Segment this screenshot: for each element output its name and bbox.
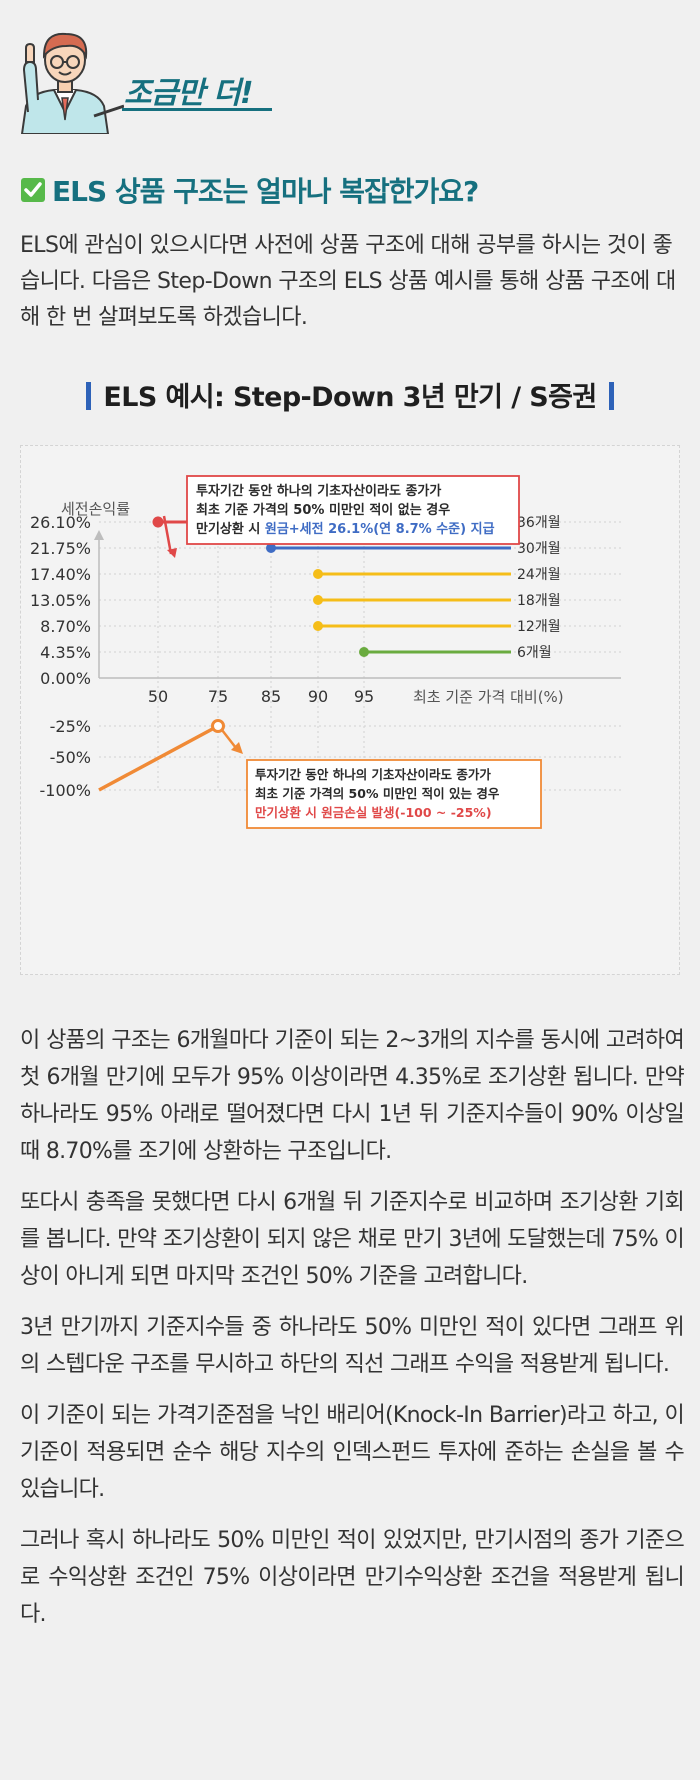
series-label: 18개월 xyxy=(517,593,561,609)
y-axis-label: 세전손익률 xyxy=(61,500,130,518)
annotation-top-line2: 최초 기준 가격의 50% 미만인 적이 없는 경우 xyxy=(196,502,450,518)
y-tick-label: 0.00% xyxy=(40,669,91,688)
header-underline xyxy=(122,108,272,111)
loss-line xyxy=(98,724,219,792)
section-title: ELS 상품 구조는 얼마나 복잡한가요? xyxy=(20,170,479,210)
chart-heading-text: ELS 예시: Step-Down 3년 만기 / S증권 xyxy=(103,382,597,413)
header-title: 조금만 더! xyxy=(124,76,254,111)
x-axis-label: 최초 기준 가격 대비(%) xyxy=(413,688,564,706)
annotation-bottom-line2: 최초 기준 가격의 50% 미만인 적이 있는 경우 xyxy=(255,786,500,801)
annotation-top-line3-highlight: 원금+세전 26.1%(연 8.7% 수준) 지급 xyxy=(265,521,495,537)
series-label: 6개월 xyxy=(517,645,552,661)
heading-bar-right xyxy=(608,382,614,410)
y-tick-label: -50% xyxy=(50,748,91,767)
y-axis-arrow-icon xyxy=(94,530,104,540)
paragraph: 3년 만기까지 기준지수들 중 하나라도 50% 미만인 적이 있다면 그래프 … xyxy=(20,1315,685,1377)
svg-text:만기상환 시 원금+세전 26.1%(연 8.7% 수준): 만기상환 시 원금+세전 26.1%(연 8.7% 수준) 지급 xyxy=(196,521,495,537)
series-label: 24개월 xyxy=(517,567,561,583)
y-tick-label: -25% xyxy=(50,717,91,736)
series-point xyxy=(266,543,276,553)
series-label: 12개월 xyxy=(517,619,561,635)
series-point xyxy=(359,647,369,657)
chart-panel: 세전손익률 최초 기준 가격 대비(%) 26.10% 21.75% 17.40% 1… xyxy=(20,445,680,975)
annotation-bottom-line1: 투자기간 동안 하나의 기초자산이라도 종가가 xyxy=(255,767,491,782)
presenter-illustration xyxy=(20,32,124,134)
barrier-point xyxy=(152,516,164,528)
y-tick-label: 26.10% xyxy=(30,513,91,532)
annotation-top-line3-prefix: 만기상환 시 xyxy=(196,521,265,537)
paragraph: 그러나 혹시 하나라도 50% 미만인 적이 있었지만, 만기시점의 종가 기준… xyxy=(20,1528,685,1627)
y-tick-label: 17.40% xyxy=(30,565,91,584)
y-tick-label: 4.35% xyxy=(40,643,91,662)
y-tick-label: 21.75% xyxy=(30,539,91,558)
annotation-arrow xyxy=(162,515,173,555)
header-badge: 조금만 더! xyxy=(14,16,274,134)
arrow-head-icon xyxy=(167,548,177,558)
els-payoff-chart: 세전손익률 최초 기준 가격 대비(%) 26.10% 21.75% 17.40% 1… xyxy=(30,475,621,829)
series-point xyxy=(313,621,323,631)
annotation-bottom-line3: 만기상환 시 원금손실 발생(-100 ~ -25%) xyxy=(255,805,492,820)
series-label: 30개월 xyxy=(517,541,561,557)
annotation-bottom: 투자기간 동안 하나의 기초자산이라도 종가가 최초 기준 가격의 50% 미만… xyxy=(246,759,542,829)
series-point xyxy=(313,569,323,579)
series-point xyxy=(313,595,323,605)
annotation-top-line1: 투자기간 동안 하나의 기초자산이라도 종가가 xyxy=(196,483,441,499)
x-tick-label: 50 xyxy=(148,687,168,706)
paragraph: 이 상품의 구조는 6개월마다 기준이 되는 2~3개의 지수를 동시에 고려하… xyxy=(20,1028,685,1164)
y-tick-label: 8.70% xyxy=(40,617,91,636)
series-label: 36개월 xyxy=(517,515,561,531)
chart-heading: ELS 예시: Step-Down 3년 만기 / S증권 xyxy=(0,375,700,414)
paragraph: 이 기준이 되는 가격기준점을 낙인 배리어(Knock-In Barrier)… xyxy=(20,1403,685,1502)
annotation-top: 투자기간 동안 하나의 기초자산이라도 종가가 최초 기준 가격의 50% 미만… xyxy=(186,475,520,545)
heading-bar-left xyxy=(86,382,92,410)
checkmark-icon xyxy=(21,178,45,202)
intro-paragraph: ELS에 관심이 있으시다면 사전에 상품 구조에 대해 공부를 하시는 것이 … xyxy=(20,233,676,330)
section-title-text: ELS 상품 구조는 얼마나 복잡한가요? xyxy=(52,175,479,208)
x-tick-label: 75 xyxy=(208,687,228,706)
x-tick-label: 95 xyxy=(354,687,374,706)
y-tick-label: -100% xyxy=(39,781,91,800)
body-text: 이 상품의 구조는 6개월마다 기준이 되는 2~3개의 지수를 동시에 고려하… xyxy=(20,1022,685,1647)
annotation-arrow xyxy=(221,729,237,749)
x-tick-label: 90 xyxy=(308,687,328,706)
y-tick-label: 13.05% xyxy=(30,591,91,610)
paragraph: 또다시 충족을 못했다면 다시 6개월 뒤 기준지수로 비교하며 조기상환 기회… xyxy=(20,1190,685,1289)
x-tick-label: 85 xyxy=(261,687,281,706)
loss-point xyxy=(211,719,225,733)
arrow-head-icon xyxy=(231,742,243,754)
